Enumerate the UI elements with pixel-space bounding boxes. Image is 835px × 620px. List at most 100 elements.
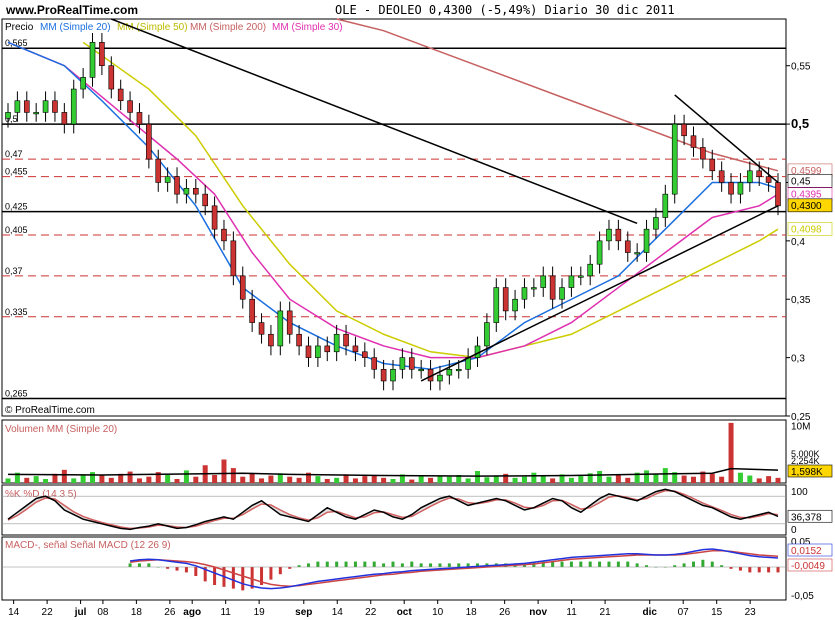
- candle-body: [390, 368, 396, 382]
- macd-histogram-bar: [776, 567, 780, 573]
- x-tick-label: 15: [711, 607, 723, 618]
- volume-bar: [315, 476, 321, 483]
- macd-histogram-bar: [372, 561, 376, 567]
- level-label: 0,47: [5, 149, 23, 159]
- chart-title: OLE - DEOLEO 0,4300 (-5,49%) Diario 30 d…: [335, 3, 675, 17]
- macd-histogram-bar: [419, 563, 423, 567]
- legend-mm200: MM (Simple 200): [190, 22, 266, 33]
- price-right-label: 0,4599: [791, 166, 822, 177]
- macd-histogram-bar: [297, 565, 301, 567]
- x-tick-label: 22: [365, 607, 377, 618]
- volume-bar: [465, 478, 471, 483]
- candle-body: [202, 193, 208, 207]
- volume-bar: [531, 472, 537, 483]
- candle-body: [277, 310, 284, 347]
- volume-bar: [127, 471, 133, 483]
- volume-bar: [578, 476, 584, 483]
- volume-bar: [118, 473, 124, 483]
- volume-bar: [183, 470, 189, 483]
- x-tick-label: 11: [220, 607, 231, 618]
- candle-body: [718, 170, 725, 183]
- volume-bars: [5, 422, 781, 483]
- macd-label: 0,0152: [791, 546, 822, 557]
- candle-body: [408, 357, 415, 370]
- trendline: [420, 205, 779, 382]
- stochastic-title: %K %D (14 3 5): [5, 489, 77, 500]
- level-label: 0,565: [5, 38, 28, 48]
- macd-histogram-bar: [231, 567, 235, 589]
- macd-histogram-bar: [457, 563, 461, 567]
- volume-bar: [662, 468, 668, 483]
- macd-histogram-bar: [738, 567, 742, 571]
- x-tick-label: 21: [600, 607, 612, 618]
- candle-body: [14, 100, 21, 113]
- volume-bar: [61, 469, 67, 483]
- volume-label: 2,254K: [791, 456, 820, 466]
- volume-bar: [268, 475, 274, 483]
- macd-labels: 0,050,0152 -0,0049 -0,05: [787, 537, 833, 602]
- volume-bar: [381, 477, 387, 483]
- y-tick-label: 0,4: [791, 237, 805, 248]
- volume-bar: [737, 472, 743, 483]
- candle-body: [765, 176, 772, 183]
- price-panel: [1, 18, 787, 417]
- macd-histogram-bar: [410, 561, 414, 567]
- y-tick-label: 0,5: [791, 116, 809, 131]
- x-tick-label: 19: [254, 607, 266, 618]
- candle-body: [70, 88, 77, 125]
- macd-histogram-bar: [682, 563, 686, 567]
- macd-histogram-bar: [400, 563, 404, 567]
- candle-body: [578, 275, 584, 278]
- candle-body: [146, 123, 152, 160]
- stoch-tick: 100: [791, 487, 808, 498]
- volume-bar: [212, 474, 218, 483]
- candle-body: [493, 287, 500, 323]
- volume-bar: [33, 476, 39, 483]
- volume-label: 5,000K: [791, 449, 820, 459]
- candle-body: [747, 170, 753, 183]
- volume-bar: [399, 474, 405, 483]
- last-price-box: [787, 198, 833, 213]
- volume-bar: [446, 476, 452, 483]
- x-tick-label: 26: [499, 607, 511, 618]
- candle-body: [559, 287, 565, 300]
- volume-bar: [14, 472, 20, 483]
- volume-bar: [747, 475, 753, 483]
- macd-histogram-bar: [288, 567, 292, 569]
- candle-body: [549, 275, 556, 300]
- macd-histogram-bar: [353, 561, 357, 567]
- volume-bar: [550, 478, 556, 483]
- candle-body: [671, 123, 678, 195]
- legend-precio: Precio: [5, 22, 34, 33]
- volume-bar: [277, 473, 283, 483]
- macd-histogram-bar: [729, 567, 733, 569]
- candles: [5, 33, 781, 391]
- macd-histogram-bar: [579, 561, 583, 567]
- x-tick-label: 07: [678, 607, 690, 618]
- macd-label: -0,0049: [791, 561, 825, 572]
- candle-body: [455, 368, 462, 372]
- candle-body: [230, 240, 237, 277]
- x-tick-label: 10: [432, 607, 444, 618]
- volume-bar: [221, 459, 227, 483]
- volume-bar: [606, 476, 612, 483]
- price-right-label: 0,4098: [791, 224, 822, 235]
- candle-body: [446, 368, 453, 376]
- macd-histogram-bar: [241, 567, 245, 591]
- stoch-label: 36,378: [791, 512, 822, 523]
- x-tick-label: 26: [164, 607, 176, 618]
- stoch-last-box: [787, 509, 833, 523]
- site-name: www.ProRealTime.com: [5, 3, 138, 17]
- volume-bar: [503, 473, 509, 483]
- x-tick-label: 23: [745, 607, 757, 618]
- volume-bar: [108, 477, 114, 483]
- volume-bar: [719, 476, 725, 483]
- mm30-line: [7, 41, 779, 359]
- candle-body: [615, 228, 622, 242]
- macd-histogram-bar: [316, 561, 320, 567]
- candle-body: [52, 100, 58, 113]
- volume-bar: [775, 477, 781, 483]
- macd-histogram-bar: [598, 561, 602, 567]
- macd-histogram-bar: [626, 561, 630, 567]
- macd-histogram-bar: [260, 567, 264, 585]
